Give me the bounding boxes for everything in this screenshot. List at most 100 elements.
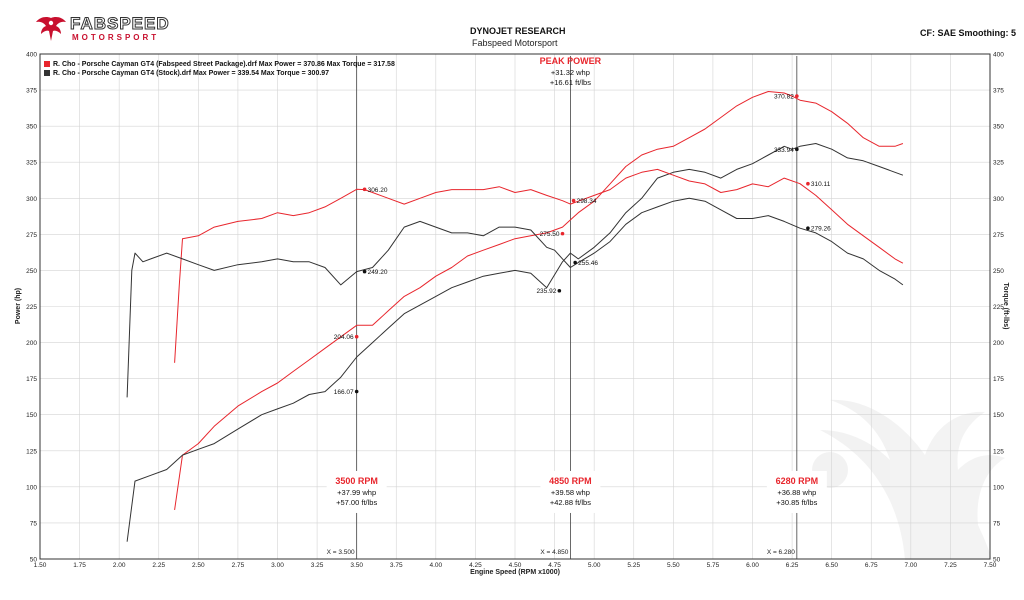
logo-wordmark: FABSPEED <box>70 14 170 34</box>
legend-entry: R. Cho - Porsche Cayman GT4 (Fabspeed St… <box>53 61 395 68</box>
x-tick-label: 6.50 <box>825 562 838 569</box>
y-tick-label-left: 375 <box>26 88 37 95</box>
marker-point <box>795 94 799 98</box>
marker-point <box>806 181 810 186</box>
x-tick-label: 5.50 <box>667 562 680 569</box>
legend-swatch <box>44 70 50 76</box>
vertical-marker-label: X = 3.500 <box>327 549 355 556</box>
marker-point <box>795 147 799 152</box>
annotation-line: +39.58 whp <box>551 488 590 497</box>
y-tick-label-left: 100 <box>26 484 37 491</box>
annotation-line: +42.88 ft/lbs <box>550 498 591 507</box>
marker-point <box>354 334 359 339</box>
y-tick-label-right: 250 <box>993 268 1004 275</box>
y-tick-label-right: 150 <box>993 412 1004 419</box>
y-tick-label-left: 75 <box>30 520 38 527</box>
x-tick-label: 7.00 <box>905 562 918 569</box>
x-tick-label: 3.00 <box>271 562 284 569</box>
brand-logo: FABSPEED MOTORSPORT <box>32 14 202 44</box>
y-tick-label-left: 300 <box>26 196 37 203</box>
x-tick-label: 4.00 <box>430 562 443 569</box>
annotation-title: 3500 RPM <box>335 476 378 486</box>
x-tick-label: 5.75 <box>707 562 720 569</box>
x-tick-label: 2.00 <box>113 562 126 569</box>
y-axis-label: Power (hp) <box>15 288 22 324</box>
series-line-power-stock <box>126 143 904 542</box>
y-tick-label-right: 200 <box>993 340 1004 347</box>
x-tick-label: 4.75 <box>548 562 561 569</box>
marker-point <box>806 226 810 231</box>
annotation-line: +30.85 ft/lbs <box>776 498 817 507</box>
x-tick-label: 6.75 <box>865 562 878 569</box>
x-tick-label: 2.75 <box>232 562 245 569</box>
y-tick-label-right: 375 <box>993 88 1004 95</box>
marker-point <box>573 260 577 265</box>
y-tick-label-right: 325 <box>993 160 1004 167</box>
x-tick-label: 1.50 <box>34 562 47 569</box>
x-tick-label: 2.25 <box>152 562 165 569</box>
series-line-torque-fabspeed <box>174 168 904 363</box>
series-line-torque-stock <box>126 197 904 398</box>
marker-value-label: 166.07 <box>334 389 354 396</box>
y-tick-label-left: 250 <box>26 268 37 275</box>
x-tick-label: 3.75 <box>390 562 403 569</box>
annotation-line: +31.32 whp <box>551 68 590 77</box>
marker-value-label: 204.06 <box>334 334 354 341</box>
marker-point <box>362 269 367 274</box>
logo-subtitle: MOTORSPORT <box>72 33 160 42</box>
legend-swatch <box>44 61 50 67</box>
annotation-box <box>766 470 827 513</box>
marker-value-label: 275.50 <box>540 231 560 238</box>
x-tick-label: 7.25 <box>944 562 957 569</box>
griffin-logo-icon <box>36 17 66 41</box>
marker-point <box>571 198 576 203</box>
y-tick-label-right: 125 <box>993 448 1004 455</box>
marker-value-label: 306.20 <box>368 187 388 194</box>
annotation-title: 4850 RPM <box>549 476 592 486</box>
x-tick-label: 2.50 <box>192 562 205 569</box>
marker-value-label: 279.26 <box>811 226 831 233</box>
y-tick-label-right: 100 <box>993 484 1004 491</box>
x-tick-label: 3.50 <box>350 562 363 569</box>
chart-header-subtitle: Fabspeed Motorsport <box>472 38 558 48</box>
y-tick-label-left: 400 <box>26 52 37 59</box>
x-tick-label: 4.25 <box>469 562 482 569</box>
x-tick-label: 5.25 <box>627 562 640 569</box>
annotation-title: 6280 RPM <box>776 476 819 486</box>
y-tick-label-left: 125 <box>26 448 37 455</box>
vertical-marker-label: X = 4.850 <box>540 549 568 556</box>
correction-settings: CF: SAE Smoothing: 5 <box>920 28 1016 38</box>
y-tick-label-left: 200 <box>26 340 37 347</box>
marker-point <box>362 187 367 192</box>
y-axis-label-right: Torque (ft-lbs) <box>1002 283 1009 330</box>
y-tick-label-left: 150 <box>26 412 37 419</box>
x-tick-label: 4.50 <box>509 562 522 569</box>
series-line-power-fabspeed <box>174 91 904 510</box>
annotation-box <box>540 470 601 513</box>
x-tick-label: 6.00 <box>746 562 759 569</box>
annotation-title: PEAK POWER <box>540 56 602 66</box>
x-tick-label: 1.75 <box>73 562 86 569</box>
y-tick-label-right: 175 <box>993 376 1004 383</box>
y-tick-label-right: 50 <box>993 557 1001 564</box>
marker-value-label: 370.82 <box>774 94 794 101</box>
x-tick-label: 7.50 <box>984 562 997 569</box>
y-tick-label-left: 225 <box>26 304 37 311</box>
legend-entry: R. Cho - Porsche Cayman GT4 (Stock).drf … <box>53 70 329 77</box>
x-tick-label: 5.00 <box>588 562 601 569</box>
y-tick-label-left: 275 <box>26 232 37 239</box>
y-tick-label-left: 350 <box>26 124 37 131</box>
x-tick-label: 3.25 <box>311 562 324 569</box>
y-tick-label-left: 175 <box>26 376 37 383</box>
marker-value-label: 235.92 <box>536 288 556 295</box>
y-tick-label-right: 75 <box>993 520 1001 527</box>
annotation-line: +57.00 ft/lbs <box>336 498 377 507</box>
y-tick-label-right: 275 <box>993 232 1004 239</box>
annotation-line: +16.61 ft/lbs <box>550 78 591 87</box>
marker-point <box>560 231 565 236</box>
chart-legend: R. Cho - Porsche Cayman GT4 (Fabspeed St… <box>44 61 395 77</box>
marker-value-label: 310.11 <box>811 181 831 188</box>
y-tick-label-right: 300 <box>993 196 1004 203</box>
marker-point <box>354 389 359 394</box>
